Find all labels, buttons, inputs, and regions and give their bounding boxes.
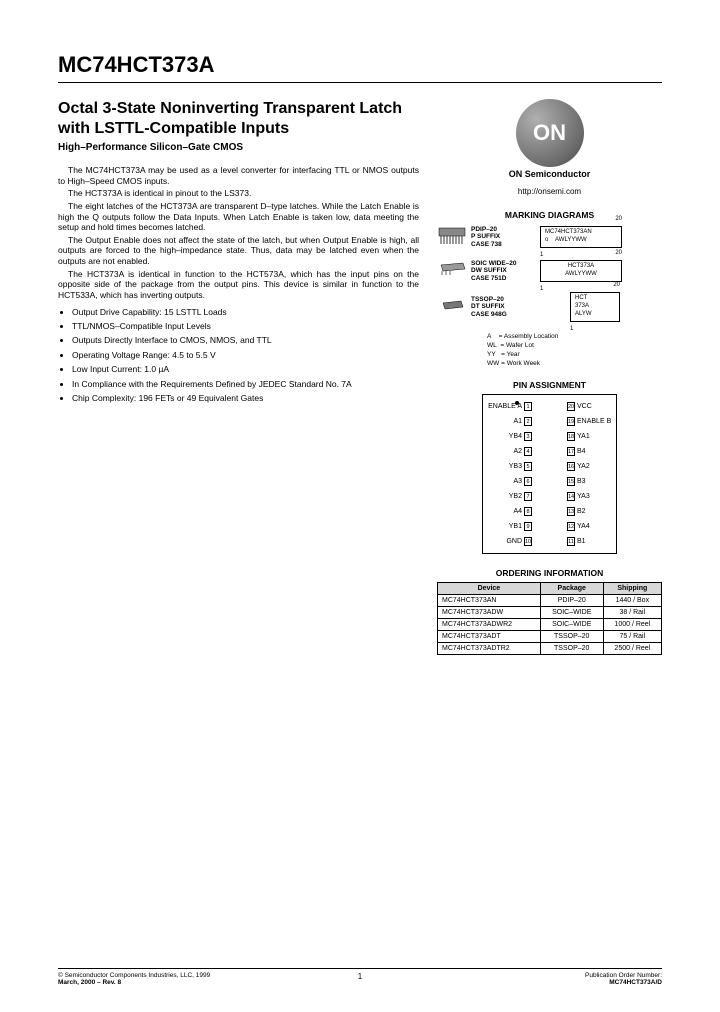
copyright: © Semiconductor Components Industries, L… (58, 972, 210, 986)
package-pdip: PDIP–20P SUFFIXCASE 738 MC74HCT373ANo AW… (437, 224, 662, 250)
para-1: The MC74HCT373A may be used as a level c… (58, 165, 419, 186)
bullet: Low Input Current: 1.0 µA (72, 364, 419, 375)
pin-title: PIN ASSIGNMENT (437, 380, 662, 390)
pkg-label: PDIP–20P SUFFIXCASE 738 (471, 226, 536, 248)
feature-list: Output Drive Capability: 15 LSTTL Loads … (58, 307, 419, 405)
soic-icon (437, 261, 467, 281)
pkg-label: TSSOP–20DT SUFFIXCASE 948G (471, 296, 536, 318)
pin-diagram: ENABLE A120VCCA1219ENABLE BYB4318YA1A241… (482, 394, 617, 554)
ordering-table: Device Package Shipping MC74HCT373ANPDIP… (437, 582, 662, 655)
bullet: In Compliance with the Requirements Defi… (72, 379, 419, 390)
left-column: Octal 3-State Noninverting Transparent L… (58, 99, 419, 655)
col-device: Device (438, 583, 541, 595)
pin-num: 20 (613, 282, 620, 288)
marking-title: MARKING DIAGRAMS (437, 210, 662, 220)
page-num: 1 (358, 972, 362, 981)
package-tssop: TSSOP–20DT SUFFIXCASE 948G HCT373AALYW 2… (437, 292, 662, 321)
legend: A = Assembly Location WL = Wafer Lot YY … (437, 332, 662, 368)
para-5: The HCT373A is identical in function to … (58, 269, 419, 301)
brand-logo: ON (516, 99, 584, 167)
para-2: The HCT373A is identical in pinout to th… (58, 188, 419, 199)
para-3: The eight latches of the HCT373A are tra… (58, 201, 419, 233)
pin-num: 20 (615, 216, 622, 222)
right-column: ON ON Semiconductor http://onsemi.com MA… (437, 99, 662, 655)
bullet: Outputs Directly Interface to CMOS, NMOS… (72, 335, 419, 346)
pin-num: 20 (615, 250, 622, 256)
main-content: Octal 3-State Noninverting Transparent L… (58, 99, 662, 655)
brand-name: ON Semiconductor (437, 169, 662, 179)
title: Octal 3-State Noninverting Transparent L… (58, 99, 419, 139)
mark-box: HCT373AAWLYYWW (540, 260, 622, 282)
pin-num: 1 (540, 252, 543, 258)
bullet: Output Drive Capability: 15 LSTTL Loads (72, 307, 419, 318)
pkg-label: SOIC WIDE–20DW SUFFIXCASE 751D (471, 260, 536, 282)
bullet: TTL/NMOS–Compatible Input Levels (72, 321, 419, 332)
para-4: The Output Enable does not affect the st… (58, 235, 419, 267)
pin-num: 1 (540, 286, 543, 292)
bullet: Operating Voltage Range: 4.5 to 5.5 V (72, 350, 419, 361)
brand-block: ON ON Semiconductor http://onsemi.com (437, 99, 662, 196)
bullet: Chip Complexity: 196 FETs or 49 Equivale… (72, 393, 419, 404)
brand-url: http://onsemi.com (437, 187, 662, 196)
footer: © Semiconductor Components Industries, L… (58, 968, 662, 986)
subtitle: High–Performance Silicon–Gate CMOS (58, 142, 419, 153)
pin-num: 1 (570, 326, 573, 332)
tssop-icon (437, 298, 467, 316)
mark-box: HCT373AALYW (570, 292, 620, 321)
pub-order: Publication Order Number:MC74HCT373A/D (585, 972, 662, 986)
divider (58, 82, 662, 83)
col-shipping: Shipping (603, 583, 661, 595)
pdip-icon (437, 224, 467, 250)
col-package: Package (540, 583, 603, 595)
mark-box: MC74HCT373ANo AWLYYWW (540, 226, 622, 248)
package-soic: SOIC WIDE–20DW SUFFIXCASE 751D HCT373AAW… (437, 260, 662, 282)
order-title: ORDERING INFORMATION (437, 568, 662, 578)
part-number: MC74HCT373A (58, 52, 662, 78)
